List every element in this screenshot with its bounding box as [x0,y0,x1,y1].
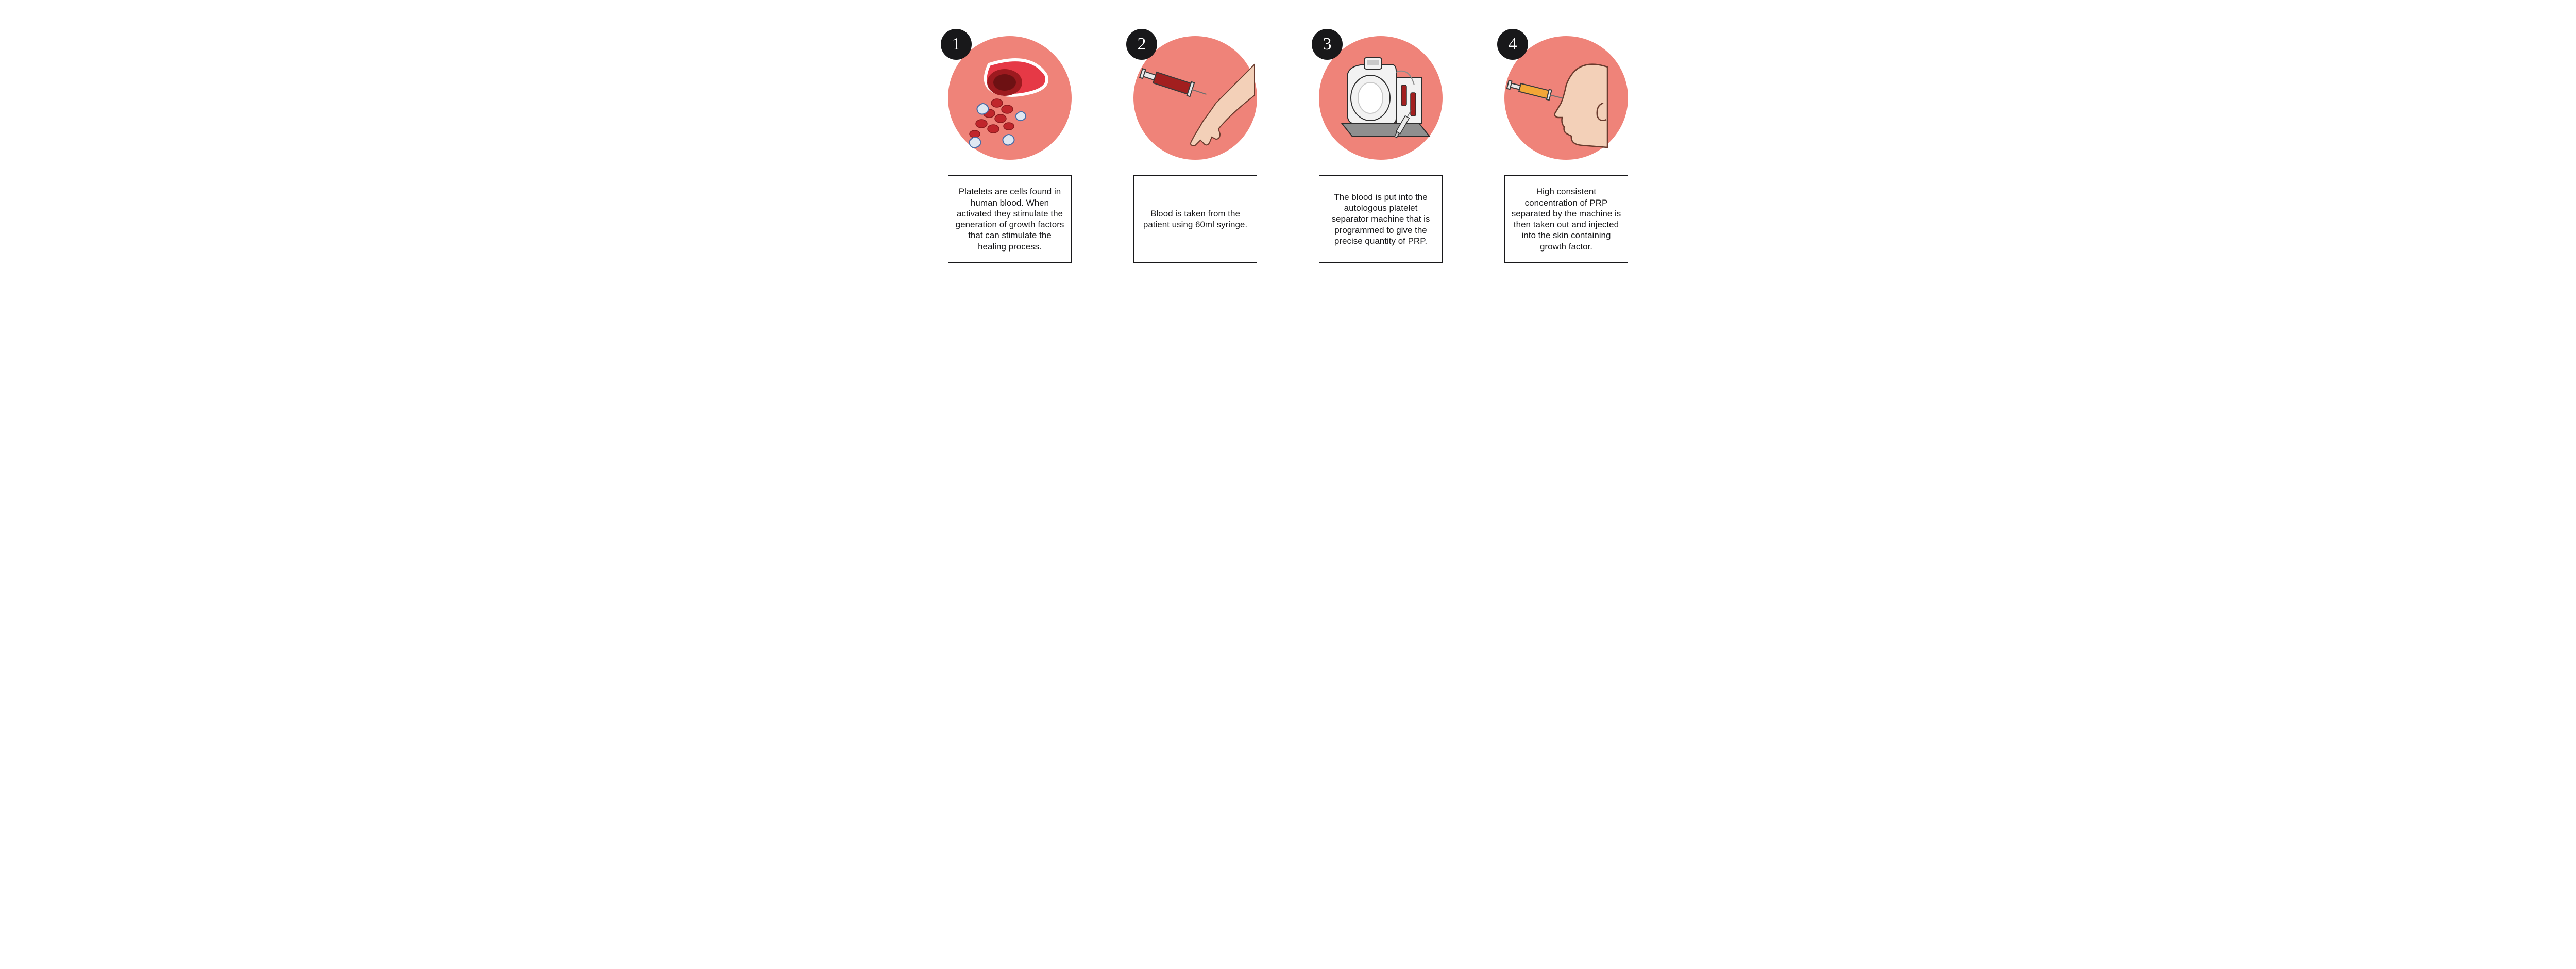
step-1: 1 Platelets are cells found in human blo… [933,36,1087,263]
step-number: 1 [952,35,961,54]
step-4: 4 High consistent concentration of PRP s… [1489,36,1643,263]
step-3-caption: The blood is put into the autologous pla… [1319,175,1443,263]
step-4-graphic: 4 [1504,36,1628,160]
step-2: 2 Blood is taken from the patient using … [1118,36,1273,263]
step-number-badge: 4 [1497,29,1528,60]
step-1-caption: Platelets are cells found in human blood… [948,175,1072,263]
step-3-graphic: 3 [1319,36,1443,160]
step-2-caption: Blood is taken from the patient using 60… [1133,175,1257,263]
caption-text: Platelets are cells found in human blood… [955,186,1065,252]
caption-text: High consistent concentration of PRP sep… [1511,186,1621,252]
caption-text: The blood is put into the autologous pla… [1326,192,1436,246]
step-number-badge: 1 [941,29,972,60]
step-1-graphic: 1 [948,36,1072,160]
step-number-badge: 3 [1312,29,1343,60]
step-number-badge: 2 [1126,29,1157,60]
prp-process-infographic: 1 Platelets are cells found in human blo… [0,0,2576,283]
step-number: 3 [1323,35,1332,54]
caption-text: Blood is taken from the patient using 60… [1140,208,1250,230]
step-3: 3 The blood is put into the autologous p… [1303,36,1458,263]
step-number: 2 [1138,35,1146,54]
step-2-graphic: 2 [1133,36,1257,160]
step-4-caption: High consistent concentration of PRP sep… [1504,175,1628,263]
step-number: 4 [1509,35,1517,54]
